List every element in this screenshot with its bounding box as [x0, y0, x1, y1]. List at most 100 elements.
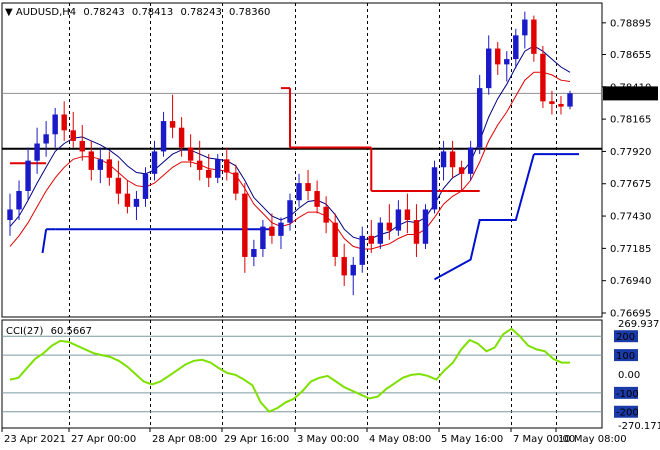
x-tick-label: 28 Apr 08:00 — [152, 434, 217, 445]
x-tick-label: 5 May 16:00 — [441, 434, 503, 445]
cci-header: CCI(27) 60.5667 — [6, 326, 92, 337]
cci-panel: 200 100 -100 -200 269.9379 0.00 -270.1716 — [1, 319, 660, 432]
candle-body — [476, 88, 483, 148]
candle-body — [187, 147, 194, 161]
candle-body — [323, 206, 329, 223]
candle-body — [486, 48, 492, 89]
cci-level-label: 100 — [616, 351, 635, 362]
x-tick-label: 27 Apr 00:00 — [71, 434, 136, 445]
candle-body — [359, 235, 365, 265]
candle-body — [305, 183, 311, 191]
candle-body — [368, 235, 374, 244]
candle-body — [269, 226, 275, 236]
candle-body — [97, 159, 104, 170]
candle-body — [431, 167, 438, 210]
cci-level-box — [614, 386, 638, 399]
envelope-lower-rise — [434, 153, 535, 281]
dropdown-arrow-icon: ▼ — [5, 7, 16, 18]
candle-body — [440, 151, 447, 168]
current-price-box — [603, 86, 658, 101]
candle-body — [178, 127, 185, 148]
candle-body — [251, 249, 257, 257]
x-tick-label: 3 May 00:00 — [297, 434, 359, 445]
candle-body — [79, 140, 85, 152]
candle-body — [233, 172, 239, 194]
candle-body — [142, 173, 149, 199]
candle-body — [16, 190, 22, 210]
cci-level-box — [614, 330, 638, 343]
cci-level-label: 200 — [616, 332, 635, 343]
candle-body — [513, 35, 519, 60]
candle-body — [169, 121, 176, 128]
candle-body — [296, 183, 302, 201]
x-tick-label: 23 Apr 2021 — [4, 434, 66, 445]
candle-body — [495, 48, 501, 65]
candle-body — [278, 222, 284, 236]
candle-body — [404, 209, 411, 221]
candle-body — [151, 151, 158, 174]
candle-body — [531, 19, 537, 54]
candle-body — [314, 190, 320, 207]
candle-body — [422, 209, 429, 244]
candle-body — [287, 200, 293, 223]
candle-body — [350, 264, 356, 276]
candle-body — [7, 209, 13, 221]
candle-body — [224, 159, 230, 173]
candle-body — [449, 151, 456, 168]
time-axis: 23 Apr 2021 27 Apr 00:00 28 Apr 08:00 29 Ap… — [1, 428, 627, 445]
candle-body — [43, 134, 49, 144]
candle-body — [70, 130, 76, 141]
candle-body — [377, 222, 384, 244]
symbol-header: ▼ AUDUSD,H4 0.78243 0.78413 0.78243 0.78… — [5, 7, 270, 18]
candle-body — [260, 226, 266, 250]
candle-body — [332, 222, 338, 257]
cci-level-label: -200 — [616, 408, 639, 419]
candle-body — [467, 147, 474, 174]
candle-body — [88, 151, 94, 170]
candle-body — [522, 19, 528, 36]
candle-body — [567, 93, 573, 107]
candle-body — [395, 209, 402, 231]
candle-body — [106, 159, 113, 178]
x-tick-label: 7 May 00:00 — [513, 434, 575, 445]
candle-body — [540, 53, 546, 102]
candle-body — [558, 103, 564, 107]
candle-body — [215, 159, 221, 178]
candle-body — [386, 222, 393, 231]
y-tick-label: 0.76940 — [610, 276, 651, 287]
candle-body — [504, 59, 510, 65]
cci-level-box — [614, 405, 638, 418]
candle-body — [242, 193, 248, 257]
y-tick-label: 0.77675 — [610, 179, 651, 190]
candle-body — [196, 160, 203, 170]
candle-body — [52, 114, 58, 135]
price-panel-frame — [1, 2, 603, 318]
cci-level-label: -100 — [616, 389, 639, 400]
cci-panel-frame — [1, 319, 603, 429]
x-tick-label: 4 May 08:00 — [369, 434, 431, 445]
y-tick-label: 0.77920 — [610, 147, 651, 158]
candle-body — [160, 121, 167, 152]
y-tick-label: 0.78655 — [610, 50, 651, 61]
candle-body — [341, 256, 347, 276]
y-tick-label: 0.78165 — [610, 115, 651, 126]
y-tick-label: 0.76695 — [610, 309, 651, 320]
candle-body — [549, 101, 555, 104]
candle-body — [133, 198, 140, 207]
candle-body — [458, 167, 465, 174]
candle-body — [34, 143, 40, 161]
candle-body — [25, 160, 31, 191]
price-panel: 0.788950.786550.784100.781650.779200.776… — [1, 2, 658, 320]
envelope-lower-segment — [41, 229, 48, 254]
y-tick-label: 0.77430 — [610, 212, 651, 223]
candle-body — [61, 114, 67, 131]
candle-body — [206, 169, 212, 178]
cci-tick-label: 0.00 — [618, 370, 640, 381]
y-tick-label: 0.77185 — [610, 244, 651, 255]
candle-body — [115, 177, 122, 194]
cci-tick-label: 269.9379 — [618, 319, 660, 330]
current-price-label: 0.78360 — [608, 89, 649, 100]
x-tick-label: 10 May 08:00 — [558, 434, 627, 445]
cci-tick-label: -270.1716 — [618, 421, 660, 432]
